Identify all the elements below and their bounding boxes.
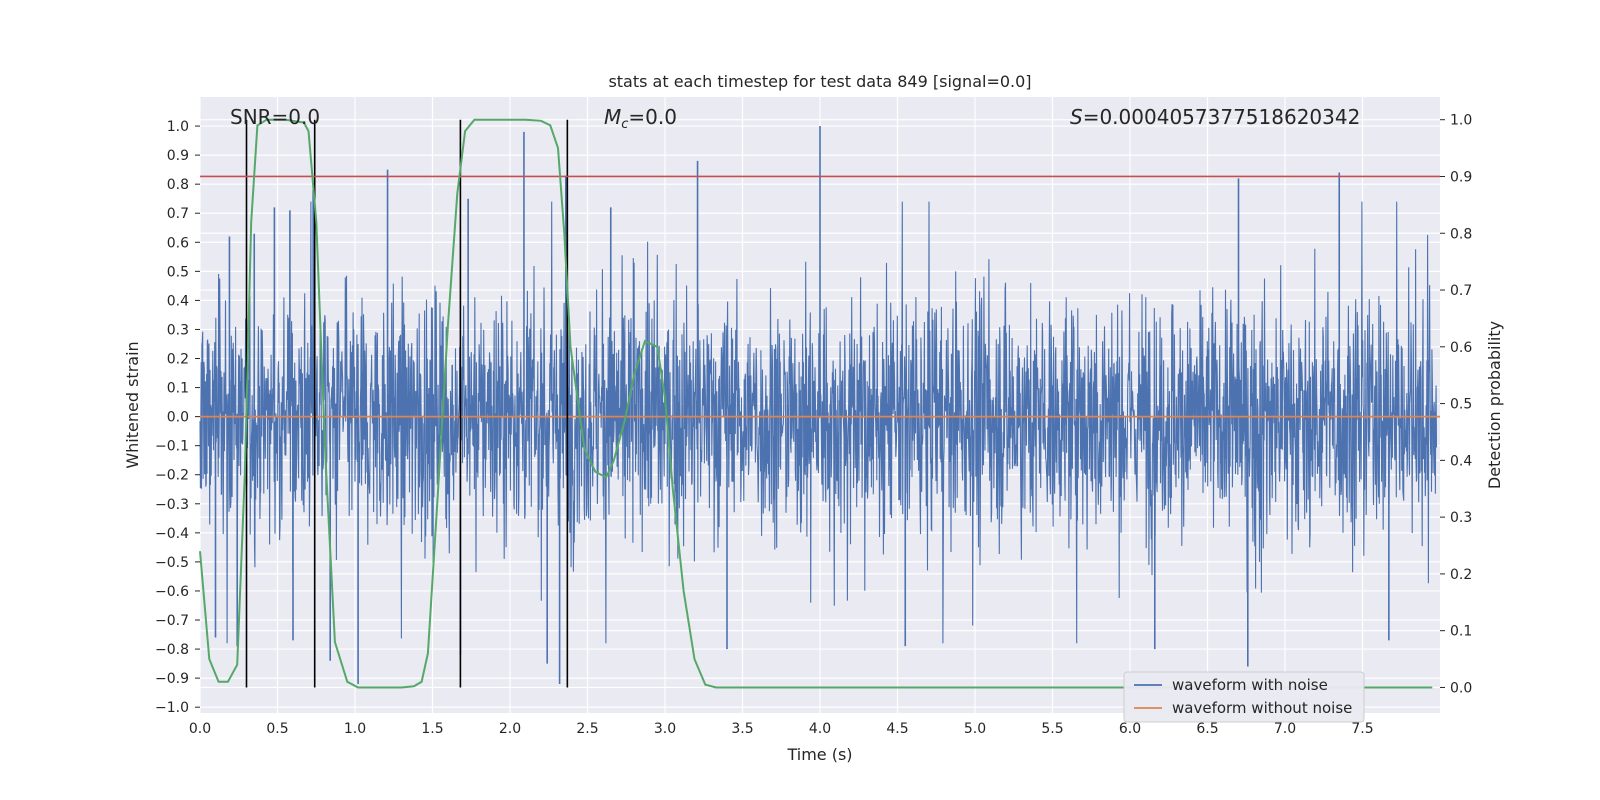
s-symbol: S: [1070, 105, 1083, 129]
x-tick-label: 0.0: [189, 721, 211, 737]
mc-value: =0.0: [628, 105, 677, 129]
y-tick-label: 0.6: [167, 235, 189, 251]
x-tick-label: 4.5: [886, 721, 908, 737]
mc-subscript: c: [621, 117, 628, 132]
y-tick-label: 0.5: [167, 264, 189, 280]
snr-annotation: SNR=0.0: [230, 105, 320, 129]
detection-probability-line: [199, 118, 1433, 689]
axis-ticks: 0.0 0.5 1.0 1.5 2.0 2.5 3.0 3.5 4.0 4.5 5.0 5.5 6.0 6…: [155, 113, 1472, 737]
x-tick-label: 5.0: [964, 721, 986, 737]
y-axis-label: Whitened strain: [123, 341, 142, 468]
x-tick-label: 7.5: [1351, 721, 1373, 737]
y-tick-label: 0.2: [167, 352, 189, 368]
y-tick-label: −0.4: [155, 526, 189, 542]
x-tick-label: 3.0: [654, 721, 676, 737]
y-tick-label: 0.8: [167, 177, 189, 193]
y-tick-label: 0.7: [167, 206, 189, 222]
y2-axis-label: Detection probability: [1485, 321, 1504, 489]
x-tick-label: 1.0: [344, 721, 366, 737]
y2-tick-label: 0.1: [1450, 624, 1472, 640]
y-tick-label: −0.8: [155, 642, 189, 658]
chart-title: stats at each timestep for test data 849…: [608, 72, 1031, 91]
mc-symbol: M: [604, 105, 621, 129]
y2-tick-label: 0.5: [1450, 397, 1472, 413]
x-tick-label: 2.5: [576, 721, 598, 737]
detection-probability-series: [199, 118, 1433, 689]
y-tick-label: −0.3: [155, 497, 189, 513]
y2-tick-label: 0.2: [1450, 567, 1472, 583]
legend: waveform with noise waveform without noi…: [1123, 671, 1365, 723]
x-axis-label: Time (s): [786, 745, 852, 764]
y-tick-label: −0.7: [155, 613, 189, 629]
y2-tick-label: 0.6: [1450, 340, 1472, 356]
y-tick-label: 0.3: [167, 322, 189, 338]
legend-box: [1123, 671, 1365, 723]
x-tick-label: 3.5: [731, 721, 753, 737]
y-tick-label: 0.0: [167, 410, 189, 426]
x-tick-label: 6.0: [1119, 721, 1141, 737]
chirp-mass-annotation: Mc=0.0: [604, 105, 677, 132]
y-tick-label: −0.5: [155, 555, 189, 571]
x-tick-label: 7.0: [1274, 721, 1296, 737]
y-tick-label: −0.9: [155, 671, 189, 687]
s-annotation: S=0.0004057377518620342: [1070, 105, 1360, 129]
y2-tick-label: 0.8: [1450, 226, 1472, 242]
x-tick-label: 2.0: [499, 721, 521, 737]
y-tick-label: 0.4: [167, 293, 189, 309]
noise-waveform-line: [199, 201, 1438, 644]
y2-tick-label: 0.3: [1450, 510, 1472, 526]
y-tick-label: 0.1: [167, 381, 189, 397]
x-tick-label: 4.0: [809, 721, 831, 737]
y-tick-label: 0.9: [167, 148, 189, 164]
y2-tick-label: 0.4: [1450, 453, 1472, 469]
y-tick-label: −0.6: [155, 584, 189, 600]
y2-tick-label: 0.7: [1450, 283, 1472, 299]
x-tick-label: 5.5: [1041, 721, 1063, 737]
y-tick-label: −1.0: [155, 700, 189, 716]
y-tick-label: 1.0: [167, 119, 189, 135]
x-tick-label: 6.5: [1196, 721, 1218, 737]
y-tick-label: −0.2: [155, 468, 189, 484]
y-tick-label: −0.1: [155, 439, 189, 455]
y2-tick-label: 1.0: [1450, 113, 1472, 129]
x-tick-label: 1.5: [421, 721, 443, 737]
legend-label-noise: waveform with noise: [1172, 676, 1328, 694]
legend-label-clean: waveform without noise: [1172, 699, 1352, 717]
s-value: =0.0004057377518620342: [1083, 105, 1361, 129]
y2-tick-label: 0.0: [1450, 680, 1472, 696]
y2-tick-label: 0.9: [1450, 169, 1472, 185]
x-tick-label: 0.5: [266, 721, 288, 737]
